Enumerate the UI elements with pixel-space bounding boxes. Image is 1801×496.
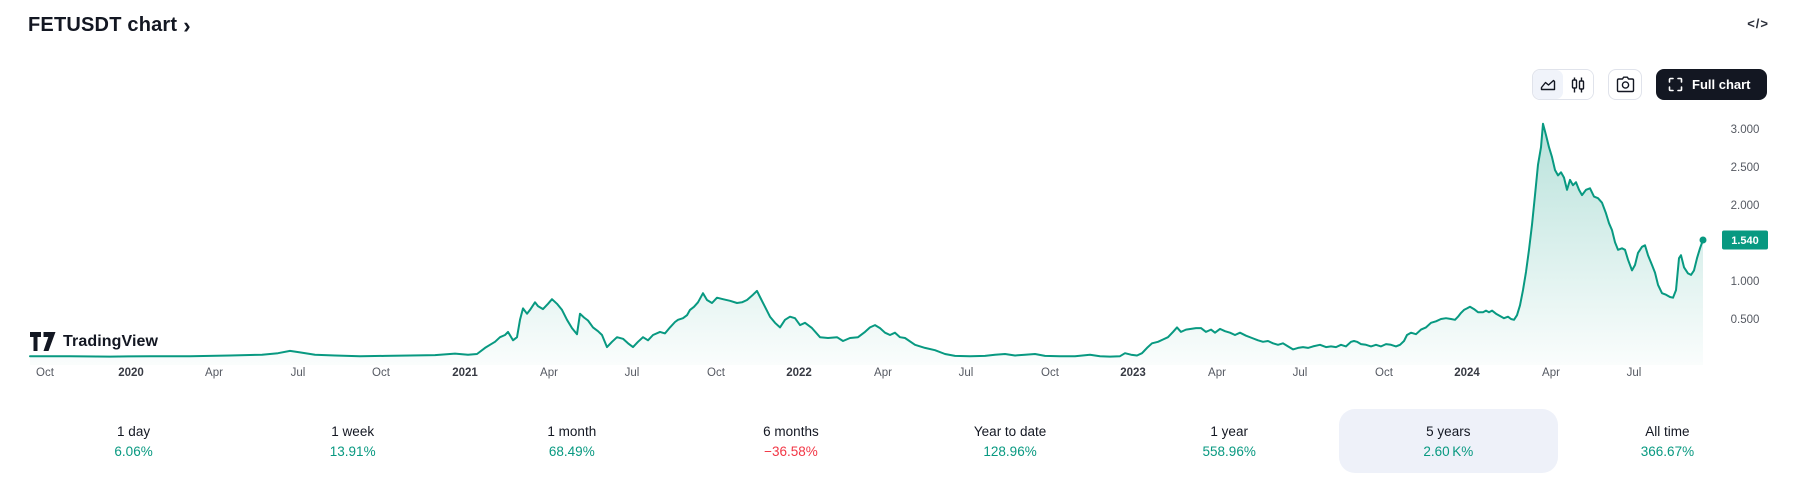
range-change-percent: 558.96% [1202, 443, 1256, 459]
x-axis-tick: Jul [625, 367, 640, 379]
tradingview-wordmark: TradingView [63, 332, 159, 350]
x-axis-tick: Oct [1041, 367, 1060, 379]
range-button-1-month[interactable]: 1 month 68.49% [462, 409, 681, 473]
y-axis-tick: 3.000 [1731, 124, 1760, 136]
x-axis-tick: Apr [874, 367, 892, 379]
range-button-6-months[interactable]: 6 months −36.58% [681, 409, 900, 473]
y-axis-tick: 2.500 [1731, 162, 1760, 174]
range-change-percent: −36.58% [764, 443, 818, 459]
range-label: 6 months [763, 423, 819, 439]
camera-icon [1616, 76, 1634, 93]
range-change-percent: 2.60 K% [1423, 443, 1474, 459]
last-price-dot [1699, 236, 1707, 244]
area-fill [30, 123, 1703, 365]
range-label: 1 week [331, 423, 375, 439]
x-axis-tick: Apr [1208, 367, 1226, 379]
range-button-year-to-date[interactable]: Year to date 128.96% [901, 409, 1120, 473]
range-label: 5 years [1426, 423, 1471, 439]
range-label: 1 month [547, 423, 597, 439]
range-selector: 1 day 6.06% 1 week 13.91% 1 month 68.49% 6 mon… [24, 409, 1777, 473]
fullscreen-icon [1668, 77, 1683, 92]
area-chart-type-button[interactable] [1533, 70, 1563, 99]
x-axis-tick: 2024 [1454, 367, 1480, 379]
snapshot-button[interactable] [1608, 69, 1642, 100]
range-change-percent: 68.49% [548, 443, 595, 459]
chevron-right-icon: › [183, 12, 191, 38]
range-label: All time [1645, 423, 1690, 439]
x-axis-tick: Apr [1542, 367, 1560, 379]
embed-code-icon[interactable]: </> [1747, 16, 1769, 31]
tradingview-mark-icon [30, 332, 56, 351]
x-axis-tick: Jul [291, 367, 306, 379]
x-axis-tick: Oct [707, 367, 726, 379]
y-axis-tick: 1.000 [1731, 276, 1760, 288]
y-axis-tick: 2.000 [1731, 200, 1760, 212]
x-axis-tick: Oct [1375, 367, 1394, 379]
chart-toolbar: Full chart [1532, 69, 1767, 100]
range-button-1-week[interactable]: 1 week 13.91% [243, 409, 462, 473]
x-axis-tick: Oct [36, 367, 55, 379]
range-button-1-year[interactable]: 1 year 558.96% [1120, 409, 1339, 473]
range-change-percent: 366.67% [1640, 443, 1695, 459]
x-axis-tick: 2021 [452, 367, 478, 379]
x-axis-tick: 2022 [786, 367, 812, 379]
range-change-percent: 128.96% [983, 443, 1037, 459]
x-axis-tick: Jul [1293, 367, 1308, 379]
range-label: 1 year [1210, 423, 1248, 439]
candlestick-chart-type-button[interactable] [1563, 70, 1593, 99]
full-chart-label: Full chart [1692, 77, 1751, 92]
x-axis-tick: Oct [372, 367, 391, 379]
range-button-all-time[interactable]: All time 366.67% [1558, 409, 1777, 473]
range-change-percent: 6.06% [114, 443, 153, 459]
x-axis-tick: Apr [205, 367, 223, 379]
range-label: Year to date [973, 423, 1047, 439]
x-axis-tick: Jul [1627, 367, 1642, 379]
chart-title-link[interactable]: FETUSDT chart › [28, 14, 191, 37]
range-button-5-years[interactable]: 5 years 2.60 K% [1338, 409, 1558, 473]
last-price-badge [1722, 230, 1768, 250]
range-button-1-day[interactable]: 1 day 6.06% [24, 409, 243, 473]
range-label: 1 day [117, 423, 151, 439]
x-axis-tick: Apr [540, 367, 558, 379]
chart-type-toggle [1532, 69, 1594, 100]
tradingview-logo[interactable]: TradingView [30, 332, 158, 351]
full-chart-button[interactable]: Full chart [1656, 69, 1767, 100]
x-axis-tick: 2020 [118, 367, 144, 379]
candlestick-chart-icon [1571, 77, 1585, 92]
y-axis-tick: 0.500 [1731, 314, 1760, 326]
area-chart-icon [1540, 79, 1556, 90]
price-line [29, 122, 1704, 358]
x-axis-tick: 2023 [1120, 367, 1146, 379]
range-change-percent: 13.91% [329, 443, 376, 459]
page-title: FETUSDT chart [28, 14, 178, 36]
last-price-label: 1.540 [1731, 235, 1759, 247]
x-axis-tick: Jul [959, 367, 974, 379]
